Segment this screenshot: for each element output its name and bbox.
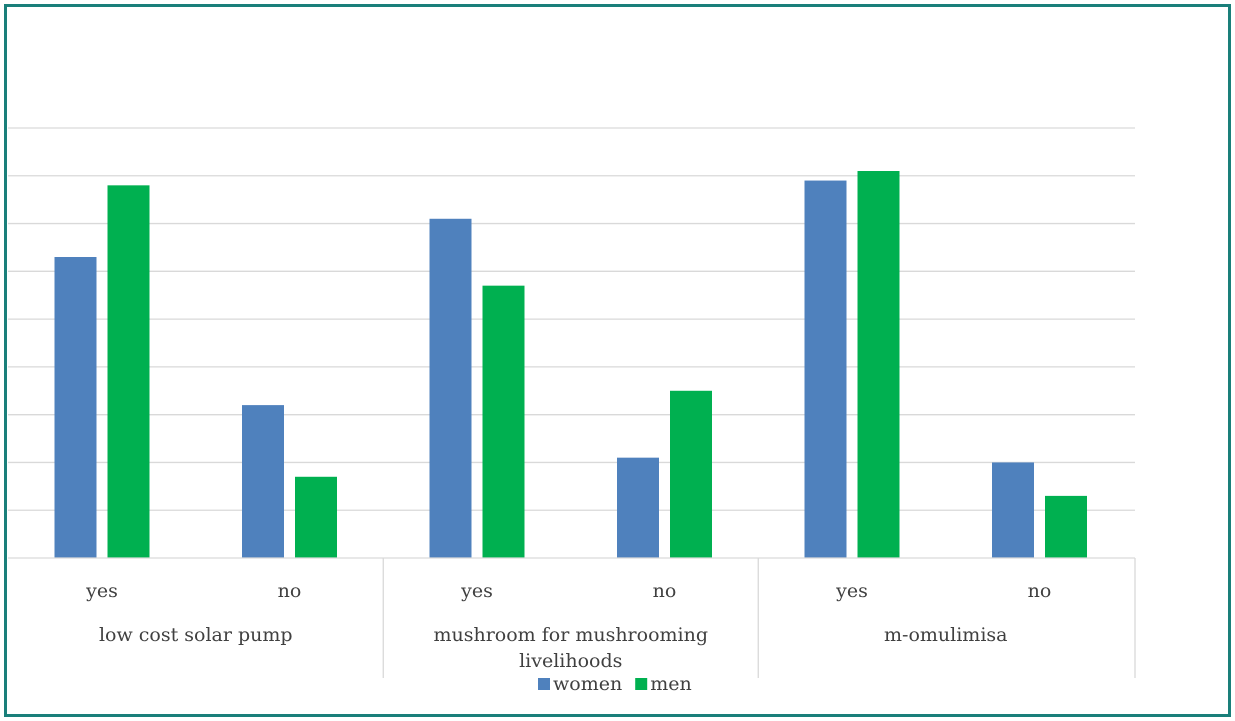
tick-label-5: no bbox=[1028, 580, 1052, 602]
tick-label-4: yes bbox=[835, 580, 868, 602]
group-label-2: m-omulimisa bbox=[884, 624, 1007, 646]
bar-men-5 bbox=[1045, 495, 1087, 558]
group-label-0: low cost solar pump bbox=[99, 624, 293, 646]
tick-label-3: no bbox=[653, 580, 677, 602]
tick-label-2: yes bbox=[460, 580, 493, 602]
bar-women-4 bbox=[804, 180, 847, 559]
group-label-1: mushroom for mushrooming livelihoods bbox=[433, 624, 708, 672]
bar-men-4 bbox=[857, 171, 900, 558]
bar-women-3 bbox=[617, 457, 659, 558]
legend-swatch-women bbox=[538, 678, 550, 690]
tick-label-0: yes bbox=[85, 580, 118, 602]
legend-label-men: men bbox=[650, 673, 692, 695]
tick-label-1: no bbox=[278, 580, 302, 602]
bar-men-2 bbox=[482, 285, 525, 558]
bar-men-3 bbox=[670, 390, 712, 558]
legend-label-women: women bbox=[553, 673, 622, 695]
bar-men-0 bbox=[107, 185, 150, 559]
bar-women-1 bbox=[242, 405, 284, 558]
category-axis: yes no yes no yes no low cost solar pump mushro… bbox=[8, 557, 1136, 678]
gridlines bbox=[8, 127, 1135, 511]
bars bbox=[54, 171, 1087, 559]
legend: women men bbox=[538, 673, 692, 695]
chart-frame bbox=[4, 4, 1231, 717]
bar-women-5 bbox=[992, 462, 1034, 558]
bar-women-2 bbox=[429, 218, 472, 558]
legend-swatch-men bbox=[635, 678, 648, 690]
bar-men-1 bbox=[295, 476, 337, 558]
bar-women-0 bbox=[54, 257, 97, 558]
